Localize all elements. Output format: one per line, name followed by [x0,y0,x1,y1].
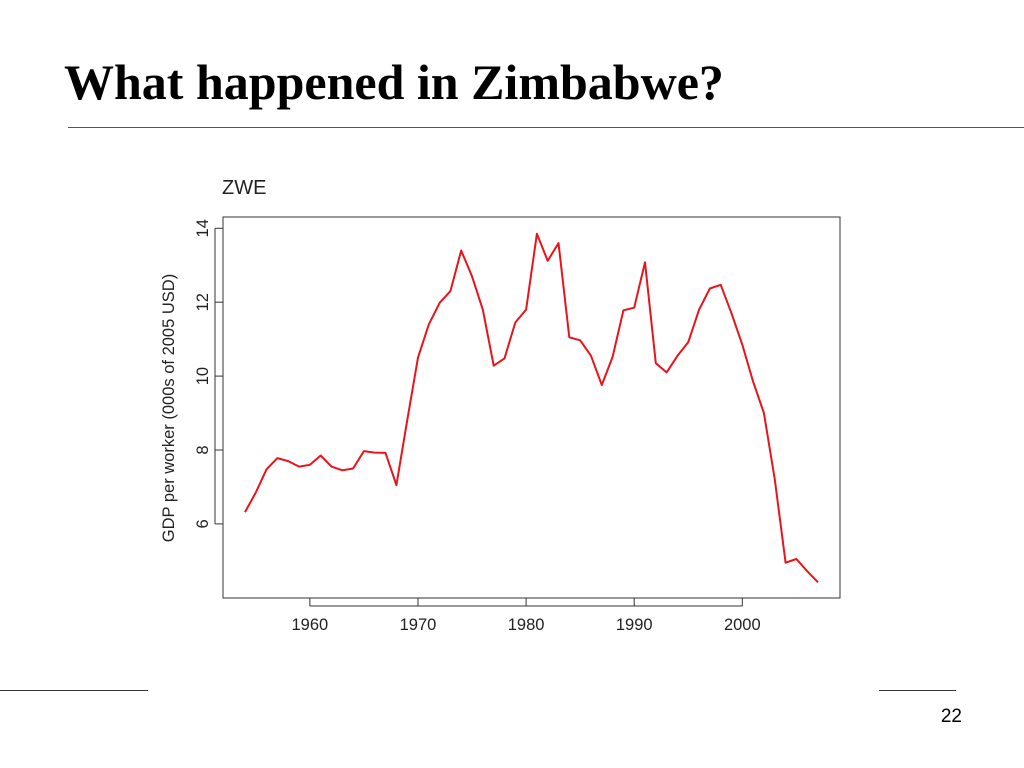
y-tick-label-8: 8 [194,445,212,454]
x-tick-label-1990: 1990 [616,616,653,634]
y-tick-label-6: 6 [194,519,212,528]
x-tick-label-1960: 1960 [292,616,329,634]
x-tick-label-1980: 1980 [508,616,545,634]
series-line-0 [244,232,819,583]
plot-frame [222,216,841,599]
y-axis-label: GDP per worker (000s of 2005 USD) [160,274,178,542]
title-divider [68,127,1024,128]
y-tick-label-14: 14 [194,219,212,237]
x-tick-label-1970: 1970 [400,616,437,634]
y-tick-label-10: 10 [194,367,212,385]
page-number: 22 [940,706,962,727]
slide-title: What happened in Zimbabwe? [64,54,724,110]
x-tick-label-2000: 2000 [724,616,761,634]
footer-divider-right [879,690,956,691]
y-tick-label-12: 12 [194,293,212,311]
chart-title: ZWE [222,177,266,199]
footer-divider-left [0,690,148,691]
